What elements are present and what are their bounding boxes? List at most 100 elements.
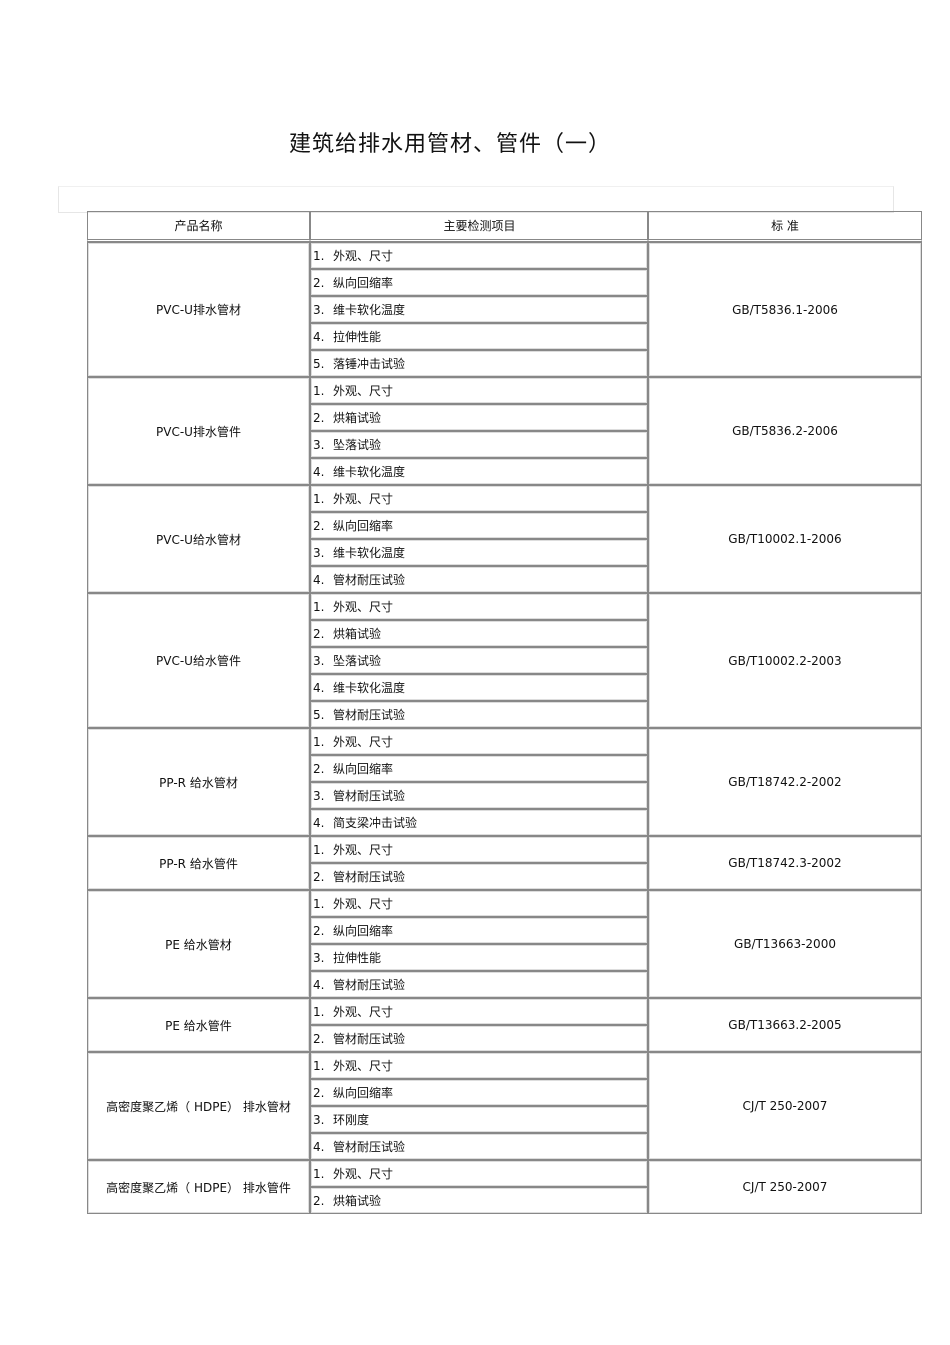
product-name: PE 给水管件 [87, 998, 310, 1052]
standard-code: GB/T5836.1-2006 [648, 242, 922, 377]
item-label: 外观、尺寸 [333, 492, 394, 506]
table-row: 4. 拉伸性能 [87, 323, 922, 350]
table-row: 4. 维卡软化温度 [87, 458, 922, 485]
table-row: 2. 烘箱试验 [87, 404, 922, 431]
table-row: 4. 简支梁冲击试验 [87, 809, 922, 836]
item-label: 管材耐压试验 [333, 708, 406, 722]
table-row: 3. 维卡软化温度 [87, 296, 922, 323]
test-item: 4. 维卡软化温度 [310, 458, 648, 485]
product-name: PE 给水管材 [87, 890, 310, 998]
item-number: 3. [313, 546, 325, 560]
header-standard: 标 准 [648, 211, 922, 242]
item-number: 2. [313, 519, 325, 533]
table-row: 3. 坠落试验 [87, 647, 922, 674]
product-name: PVC-U排水管材 [87, 242, 310, 377]
test-item: 4. 管材耐压试验 [310, 1133, 648, 1160]
item-label: 外观、尺寸 [333, 600, 394, 614]
item-label: 维卡软化温度 [333, 303, 406, 317]
test-item: 4. 拉伸性能 [310, 323, 648, 350]
item-number: 4. [313, 465, 325, 479]
item-label: 坠落试验 [333, 438, 382, 452]
table-row: 2. 烘箱试验 [87, 620, 922, 647]
item-label: 外观、尺寸 [333, 897, 394, 911]
item-number: 2. [313, 762, 325, 776]
item-label: 外观、尺寸 [333, 735, 394, 749]
item-number: 4. [313, 330, 325, 344]
item-number: 5. [313, 708, 325, 722]
item-number: 1. [313, 384, 325, 398]
table-row: 2. 纵向回缩率 [87, 917, 922, 944]
item-label: 烘箱试验 [333, 627, 382, 641]
item-label: 管材耐压试验 [333, 870, 406, 884]
test-item: 1. 外观、尺寸 [310, 998, 648, 1025]
test-item: 2. 纵向回缩率 [310, 512, 648, 539]
item-label: 外观、尺寸 [333, 1005, 394, 1019]
test-item: 3. 环刚度 [310, 1106, 648, 1133]
product-name: PVC-U排水管件 [87, 377, 310, 485]
test-item: 4. 管材耐压试验 [310, 971, 648, 998]
item-number: 4. [313, 816, 325, 830]
item-number: 3. [313, 789, 325, 803]
item-label: 烘箱试验 [333, 411, 382, 425]
item-number: 3. [313, 654, 325, 668]
table-row: 5. 落锤冲击试验 [87, 350, 922, 377]
item-number: 2. [313, 1086, 325, 1100]
item-number: 2. [313, 1032, 325, 1046]
test-item: 1. 外观、尺寸 [310, 1052, 648, 1079]
item-number: 1. [313, 492, 325, 506]
table-row: 3. 环刚度 [87, 1106, 922, 1133]
item-label: 简支梁冲击试验 [333, 816, 418, 830]
item-label: 外观、尺寸 [333, 843, 394, 857]
table-row: 4. 维卡软化温度 [87, 674, 922, 701]
table-row: 高密度聚乙烯（ HDPE） 排水管件 1. 外观、尺寸 CJ/T 250-2007 [87, 1160, 922, 1214]
item-number: 1. [313, 1005, 325, 1019]
standard-code: GB/T10002.2-2003 [648, 593, 922, 728]
test-item: 4. 维卡软化温度 [310, 674, 648, 701]
item-number: 4. [313, 681, 325, 695]
table-row: 2. 管材耐压试验 [87, 863, 922, 890]
item-label: 纵向回缩率 [333, 519, 394, 533]
table-row: 4. 管材耐压试验 [87, 971, 922, 998]
test-item: 2. 纵向回缩率 [310, 269, 648, 296]
test-item: 2. 管材耐压试验 [310, 863, 648, 890]
header-band [58, 186, 894, 213]
test-items-table: 产品名称 主要检测项目 标 准 PVC-U排水管材 1. 外观、尺寸 GB/T5836… [87, 211, 922, 1214]
standard-code: GB/T13663-2000 [648, 890, 922, 998]
table-row: 2. 纵向回缩率 [87, 755, 922, 782]
item-number: 3. [313, 438, 325, 452]
test-item: 2. 烘箱试验 [310, 404, 648, 431]
table-row: 3. 拉伸性能 [87, 944, 922, 971]
item-label: 烘箱试验 [333, 1194, 382, 1208]
standard-code: GB/T18742.2-2002 [648, 728, 922, 836]
item-label: 管材耐压试验 [333, 573, 406, 587]
item-label: 外观、尺寸 [333, 384, 394, 398]
table-row: PE 给水管材 1. 外观、尺寸 GB/T13663-2000 [87, 890, 922, 998]
test-item: 1. 外观、尺寸 [310, 890, 648, 917]
test-item: 4. 简支梁冲击试验 [310, 809, 648, 836]
item-number: 4. [313, 1140, 325, 1154]
test-item: 2. 纵向回缩率 [310, 755, 648, 782]
item-label: 维卡软化温度 [333, 546, 406, 560]
item-number: 1. [313, 1167, 325, 1181]
standard-code: GB/T13663.2-2005 [648, 998, 922, 1052]
item-number: 1. [313, 249, 325, 263]
item-label: 拉伸性能 [333, 951, 382, 965]
table-row: PVC-U排水管件 1. 外观、尺寸 GB/T5836.2-2006 [87, 377, 922, 485]
standard-code: GB/T18742.3-2002 [648, 836, 922, 890]
table-row: PVC-U给水管件 1. 外观、尺寸 GB/T10002.2-2003 [87, 593, 922, 728]
item-label: 外观、尺寸 [333, 249, 394, 263]
test-item: 5. 落锤冲击试验 [310, 350, 648, 377]
test-item: 2. 管材耐压试验 [310, 1025, 648, 1052]
item-number: 3. [313, 303, 325, 317]
table-row: PP-R 给水管件 1. 外观、尺寸 GB/T18742.3-2002 [87, 836, 922, 890]
test-item: 1. 外观、尺寸 [310, 485, 648, 512]
item-label: 管材耐压试验 [333, 1140, 406, 1154]
item-label: 管材耐压试验 [333, 1032, 406, 1046]
test-item: 3. 坠落试验 [310, 647, 648, 674]
product-name: 高密度聚乙烯（ HDPE） 排水管材 [87, 1052, 310, 1160]
product-name: PP-R 给水管材 [87, 728, 310, 836]
table-row: 高密度聚乙烯（ HDPE） 排水管材 1. 外观、尺寸 CJ/T 250-2007 [87, 1052, 922, 1160]
table-row: 2. 管材耐压试验 [87, 1025, 922, 1052]
item-label: 纵向回缩率 [333, 762, 394, 776]
test-item: 1. 外观、尺寸 [310, 836, 648, 863]
